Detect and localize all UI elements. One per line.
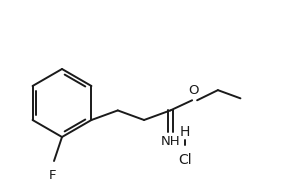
Text: Cl: Cl — [178, 153, 192, 167]
Text: NH: NH — [160, 135, 180, 148]
Text: O: O — [188, 84, 199, 97]
Text: H: H — [180, 125, 190, 139]
Text: F: F — [48, 169, 56, 182]
